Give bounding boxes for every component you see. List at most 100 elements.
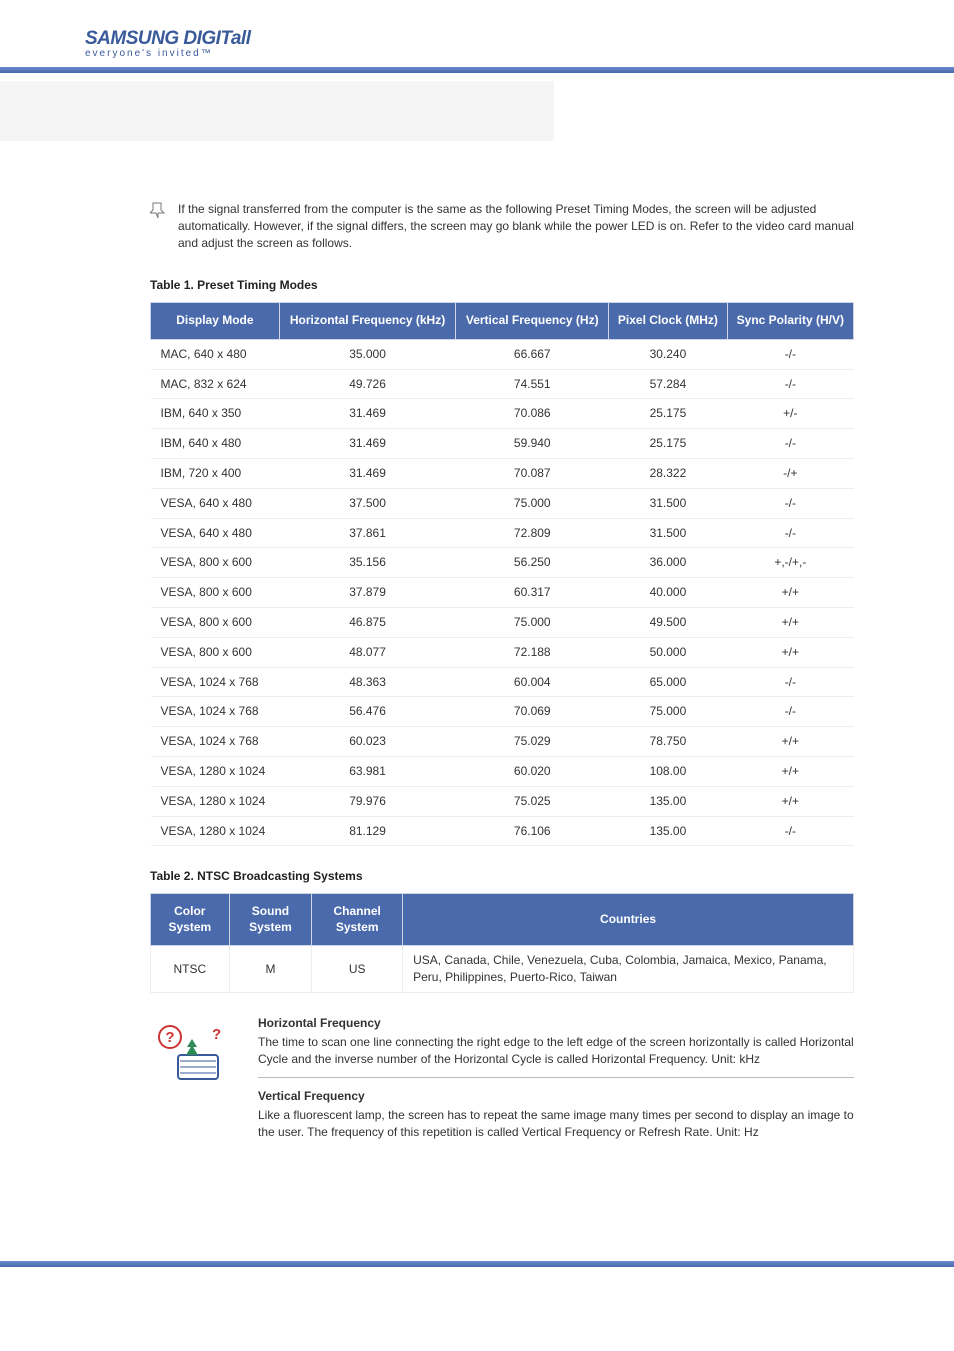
table-cell: 48.363 [279, 667, 456, 697]
table-cell: 74.551 [456, 369, 609, 399]
table2-h3: Countries [403, 894, 854, 946]
table-cell: 75.000 [456, 607, 609, 637]
header-bar [0, 67, 954, 73]
table2-title: Table 2. NTSC Broadcasting Systems [150, 868, 854, 885]
table-row: IBM, 720 x 40031.46970.08728.322-/+ [151, 458, 854, 488]
table-row: VESA, 1024 x 76848.36360.00465.000-/- [151, 667, 854, 697]
vf-body: Like a fluorescent lamp, the screen has … [258, 1107, 854, 1141]
table-cell: 37.500 [279, 488, 456, 518]
table1-h4: Sync Polarity (H/V) [727, 303, 853, 340]
table-cell: 46.875 [279, 607, 456, 637]
table-cell: -/- [727, 667, 853, 697]
table-cell: 25.175 [609, 399, 728, 429]
table-cell: 30.240 [609, 339, 728, 369]
header-logo: SAMSUNG DIGITall everyone's invited™ [0, 0, 954, 59]
top-block-right [554, 81, 954, 141]
table-cell: 65.000 [609, 667, 728, 697]
table-cell: VESA, 640 x 480 [151, 488, 280, 518]
vf-block: Vertical Frequency Like a fluorescent la… [258, 1088, 854, 1140]
table-cell: VESA, 640 x 480 [151, 518, 280, 548]
table-cell: 49.500 [609, 607, 728, 637]
table-cell: +/+ [727, 756, 853, 786]
table-row: VESA, 800 x 60046.87575.00049.500+/+ [151, 607, 854, 637]
top-block [0, 81, 954, 141]
table-cell: 31.500 [609, 488, 728, 518]
table-cell: -/- [727, 429, 853, 459]
table-cell: 28.322 [609, 458, 728, 488]
def-sep [258, 1077, 854, 1078]
hf-block: Horizontal Frequency The time to scan on… [258, 1015, 854, 1067]
table-cell: -/- [727, 369, 853, 399]
table-row: VESA, 640 x 48037.50075.00031.500-/- [151, 488, 854, 518]
table-cell: +/+ [727, 786, 853, 816]
table-row: VESA, 800 x 60037.87960.31740.000+/+ [151, 578, 854, 608]
table-cell: -/- [727, 816, 853, 846]
table-cell: 60.317 [456, 578, 609, 608]
table-cell: 59.940 [456, 429, 609, 459]
table-cell: IBM, 640 x 480 [151, 429, 280, 459]
table2-head: Color System Sound System Channel System… [151, 894, 854, 946]
table-cell: 75.029 [456, 727, 609, 757]
table-cell: 66.667 [456, 339, 609, 369]
table-cell: +/+ [727, 727, 853, 757]
table1-body: MAC, 640 x 48035.00066.66730.240-/-MAC, … [151, 339, 854, 846]
footer-bar [0, 1261, 954, 1267]
table-cell: IBM, 720 x 400 [151, 458, 280, 488]
definitions: ? ? Horizontal Frequency The time to sca… [150, 1015, 854, 1151]
table-cell: 31.469 [279, 458, 456, 488]
content: If the signal transferred from the compu… [0, 141, 954, 1211]
table1-h1: Horizontal Frequency (kHz) [279, 303, 456, 340]
table-cell: USA, Canada, Chile, Venezuela, Cuba, Col… [403, 946, 854, 993]
table2-header-row: Color System Sound System Channel System… [151, 894, 854, 946]
table-cell: 70.069 [456, 697, 609, 727]
table-cell: 37.879 [279, 578, 456, 608]
table-cell: +/+ [727, 607, 853, 637]
table2-h0: Color System [151, 894, 230, 946]
pin-icon [150, 201, 168, 251]
table-cell: -/- [727, 339, 853, 369]
table2-h1: Sound System [229, 894, 312, 946]
table-cell: 75.000 [609, 697, 728, 727]
table-cell: VESA, 1280 x 1024 [151, 816, 280, 846]
table-cell: VESA, 1024 x 768 [151, 697, 280, 727]
table-cell: 72.188 [456, 637, 609, 667]
table-cell: 75.025 [456, 786, 609, 816]
table2-h2: Channel System [312, 894, 403, 946]
table-cell: 35.156 [279, 548, 456, 578]
table-cell: 49.726 [279, 369, 456, 399]
table-cell: 50.000 [609, 637, 728, 667]
table1: Display Mode Horizontal Frequency (kHz) … [150, 302, 854, 846]
table-cell: 135.00 [609, 786, 728, 816]
table-cell: 78.750 [609, 727, 728, 757]
table-row: MAC, 832 x 62449.72674.55157.284-/- [151, 369, 854, 399]
logo-main: SAMSUNG DIGITall [85, 28, 954, 50]
table-cell: 135.00 [609, 816, 728, 846]
table1-title: Table 1. Preset Timing Modes [150, 277, 854, 294]
table-row: NTSCMUSUSA, Canada, Chile, Venezuela, Cu… [151, 946, 854, 993]
table-cell: 56.250 [456, 548, 609, 578]
table-cell: 56.476 [279, 697, 456, 727]
table-cell: VESA, 800 x 600 [151, 578, 280, 608]
table-cell: US [312, 946, 403, 993]
table1-header-row: Display Mode Horizontal Frequency (kHz) … [151, 303, 854, 340]
table1-h3: Pixel Clock (MHz) [609, 303, 728, 340]
definitions-text: Horizontal Frequency The time to scan on… [258, 1015, 854, 1151]
table-cell: 60.020 [456, 756, 609, 786]
table-cell: +/+ [727, 578, 853, 608]
table2: Color System Sound System Channel System… [150, 893, 854, 993]
table-cell: +/- [727, 399, 853, 429]
table-cell: 76.106 [456, 816, 609, 846]
table-cell: 25.175 [609, 429, 728, 459]
table-cell: 57.284 [609, 369, 728, 399]
table-cell: NTSC [151, 946, 230, 993]
table-row: MAC, 640 x 48035.00066.66730.240-/- [151, 339, 854, 369]
logo-sub-right: ™ [201, 48, 213, 59]
table-cell: 31.469 [279, 399, 456, 429]
table-cell: VESA, 1024 x 768 [151, 667, 280, 697]
table-cell: 37.861 [279, 518, 456, 548]
hf-title: Horizontal Frequency [258, 1015, 854, 1032]
table-row: VESA, 1024 x 76856.47670.06975.000-/- [151, 697, 854, 727]
table-cell: MAC, 832 x 624 [151, 369, 280, 399]
table-row: VESA, 1280 x 102463.98160.020108.00+/+ [151, 756, 854, 786]
table-cell: VESA, 1280 x 1024 [151, 756, 280, 786]
